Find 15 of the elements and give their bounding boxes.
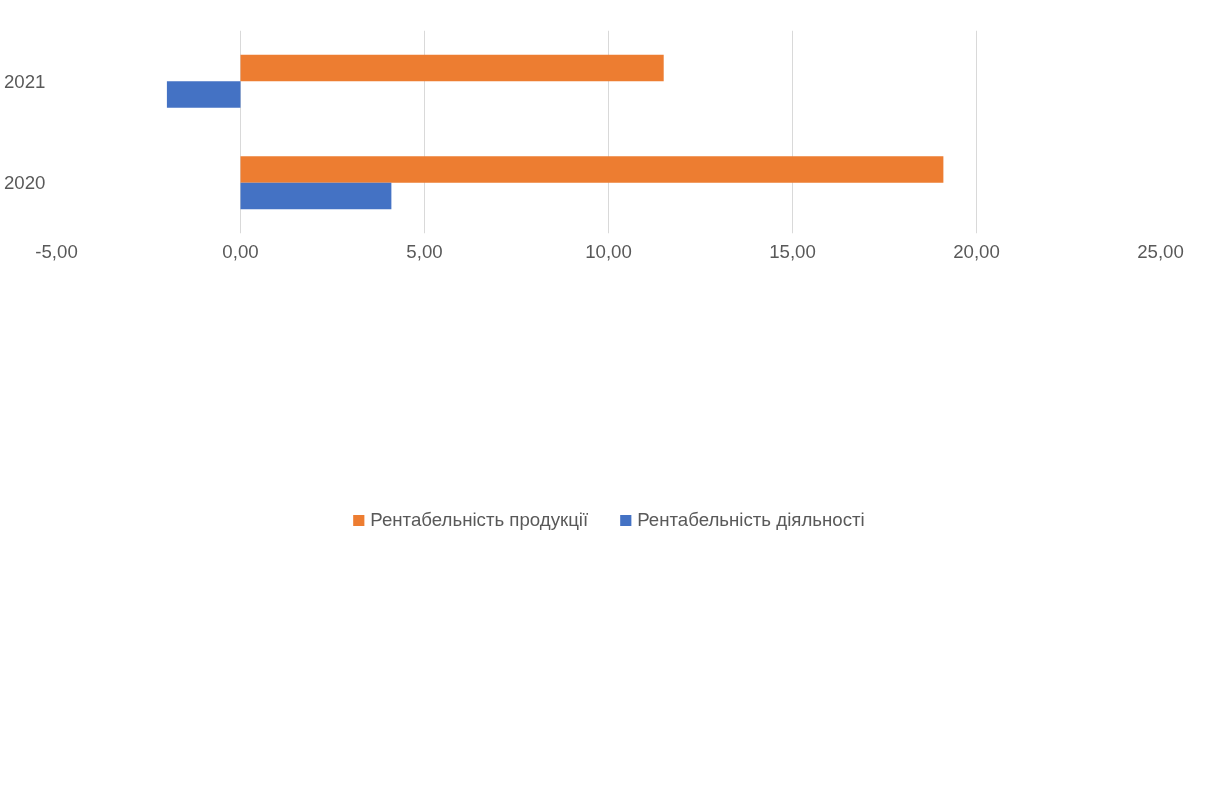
legend-label: Рентабельність продукції <box>370 509 589 531</box>
bar <box>166 81 241 108</box>
x-tick-label: 10,00 <box>585 240 632 262</box>
y-tick-label: 2021 <box>4 70 46 92</box>
x-tick-label: -5,00 <box>35 240 78 262</box>
bar <box>240 54 664 82</box>
x-tick-label: 20,00 <box>953 240 1000 262</box>
x-tick-label: 15,00 <box>769 240 816 262</box>
bar <box>240 182 392 210</box>
bar <box>240 156 944 183</box>
y-tick-label: 2020 <box>4 172 46 194</box>
x-tick-label: 0,00 <box>222 240 259 262</box>
x-tick-label: 25,00 <box>1137 240 1184 262</box>
legend-label: Рентабельність діяльності <box>637 509 865 531</box>
x-tick-label: 5,00 <box>406 240 443 262</box>
